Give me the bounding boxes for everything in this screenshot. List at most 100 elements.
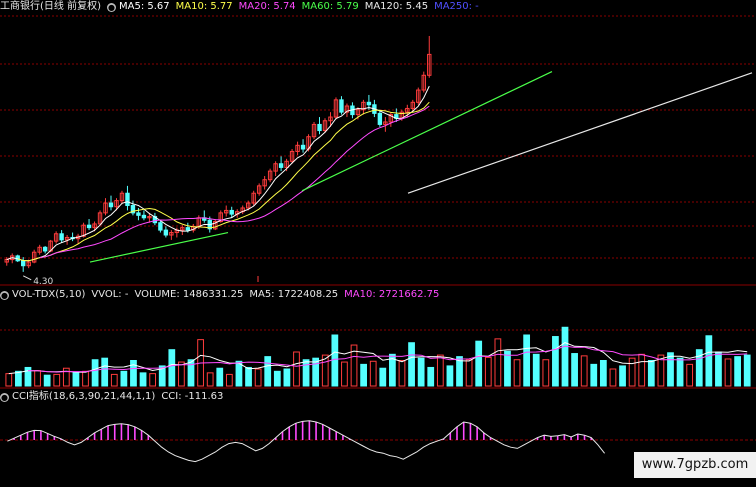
volume-bar bbox=[628, 357, 636, 387]
volume-bar bbox=[408, 342, 415, 387]
price-panel: 4.30 bbox=[4, 35, 753, 287]
volume-bar bbox=[360, 363, 367, 387]
ma120-line bbox=[407, 72, 753, 194]
volume-bar bbox=[647, 360, 655, 387]
candle-body bbox=[300, 144, 306, 150]
candle-body bbox=[317, 123, 322, 132]
ma20-line bbox=[39, 105, 430, 259]
candle-body bbox=[42, 246, 48, 252]
candle-body bbox=[405, 107, 410, 113]
volume-bar bbox=[130, 360, 137, 387]
volume-bar bbox=[446, 365, 454, 387]
vol-indicator-name: VOL-TDX(5,10) bbox=[12, 289, 86, 300]
legend-cci: CCI: -111.63 bbox=[161, 391, 224, 402]
volume-bar bbox=[743, 354, 751, 387]
candle-body bbox=[169, 232, 174, 236]
candle-body bbox=[416, 89, 421, 103]
candle-body bbox=[180, 227, 185, 231]
candle-body bbox=[136, 212, 141, 216]
candle-body bbox=[119, 192, 125, 202]
volume-bar bbox=[715, 351, 722, 387]
indicator-toggle-icon[interactable]: ● bbox=[0, 393, 9, 402]
volume-bar bbox=[149, 373, 157, 387]
volume-bar bbox=[398, 360, 406, 387]
volume-bar bbox=[43, 374, 51, 387]
low-price-label: 4.30 bbox=[33, 277, 53, 287]
legend-ma60: MA60: 5.79 bbox=[301, 1, 359, 12]
volume-bar bbox=[494, 338, 502, 387]
volume-bar bbox=[225, 373, 233, 387]
stock-title: 工商银行(日线 前复权) bbox=[0, 1, 101, 12]
volume-bar bbox=[178, 361, 185, 387]
volume-bar bbox=[235, 360, 243, 387]
cci-line bbox=[7, 420, 605, 463]
indicator-toggle-icon[interactable]: ● bbox=[106, 3, 116, 12]
candle-body bbox=[213, 220, 218, 230]
legend-ma5: MA5: 5.67 bbox=[118, 1, 170, 12]
volume-bar bbox=[724, 358, 732, 387]
volume-bar bbox=[53, 373, 61, 387]
volume-bar bbox=[120, 370, 128, 387]
candle-body bbox=[37, 246, 42, 253]
volume-bar bbox=[168, 349, 176, 387]
legend-ma250: MA250: - bbox=[434, 1, 479, 12]
volume-bar bbox=[101, 357, 109, 387]
candle-body bbox=[125, 192, 130, 207]
volume-bar bbox=[484, 356, 492, 387]
volume-bar bbox=[609, 368, 617, 387]
candle-body bbox=[108, 202, 114, 208]
candle-body bbox=[377, 112, 383, 125]
candle-body bbox=[289, 150, 295, 162]
candle-body bbox=[21, 260, 26, 267]
volume-bar bbox=[350, 344, 358, 387]
candle-body bbox=[366, 101, 372, 106]
legend-vvol: VVOL: - bbox=[91, 289, 129, 300]
volume-bar bbox=[302, 359, 310, 387]
candle-body bbox=[311, 123, 317, 138]
volume-bar bbox=[82, 370, 89, 387]
ma60-line bbox=[89, 231, 229, 263]
cci-indicator-name: CCI指标(18,6,3,90,21,44,1,1) bbox=[12, 391, 156, 402]
legend-vol-ma5: MA5: 1722408.25 bbox=[249, 289, 339, 300]
candle-body bbox=[114, 200, 119, 208]
ma60-line bbox=[301, 71, 553, 192]
volume-bar bbox=[599, 360, 607, 387]
ma5-line bbox=[6, 85, 430, 262]
candle-body bbox=[410, 101, 415, 109]
candle-body bbox=[328, 116, 333, 122]
candle-body bbox=[251, 192, 256, 204]
indicator-toggle-icon[interactable]: ● bbox=[0, 291, 9, 300]
volume-bar bbox=[456, 356, 463, 387]
candle-body bbox=[97, 212, 103, 225]
volume-bar bbox=[705, 335, 713, 387]
volume-bar bbox=[110, 373, 118, 387]
candle-body bbox=[103, 202, 108, 214]
volume-bar bbox=[504, 350, 511, 387]
volume-bar bbox=[293, 351, 300, 387]
volume-bar bbox=[523, 334, 531, 387]
price-legend: 工商银行(日线 前复权) ● MA5: 5.67 MA10: 5.77 MA20: 5.… bbox=[0, 1, 485, 13]
volume-bar bbox=[5, 373, 13, 387]
candle-body bbox=[344, 105, 350, 113]
candle-body bbox=[361, 101, 366, 111]
volume-bar bbox=[657, 354, 665, 387]
candle-body bbox=[147, 216, 152, 219]
candle-body bbox=[427, 53, 432, 76]
candle-body bbox=[322, 120, 328, 132]
candle-body bbox=[295, 144, 300, 152]
volume-bar bbox=[341, 361, 348, 387]
cci-panel bbox=[0, 420, 756, 463]
site-watermark: www.7gpzb.com bbox=[634, 452, 756, 478]
candle-body bbox=[273, 163, 278, 172]
volume-bar bbox=[389, 353, 396, 387]
candle-body bbox=[284, 160, 289, 168]
candle-body bbox=[163, 229, 169, 236]
volume-bar bbox=[513, 359, 521, 387]
legend-ma20: MA20: 5.74 bbox=[238, 1, 296, 12]
volume-bar bbox=[542, 359, 550, 387]
candle-body bbox=[141, 214, 147, 219]
volume-bar bbox=[187, 359, 195, 387]
candle-body bbox=[262, 179, 267, 187]
cci-legend: ● CCI指标(18,6,3,90,21,44,1,1) CCI: -111.63 bbox=[0, 391, 229, 403]
